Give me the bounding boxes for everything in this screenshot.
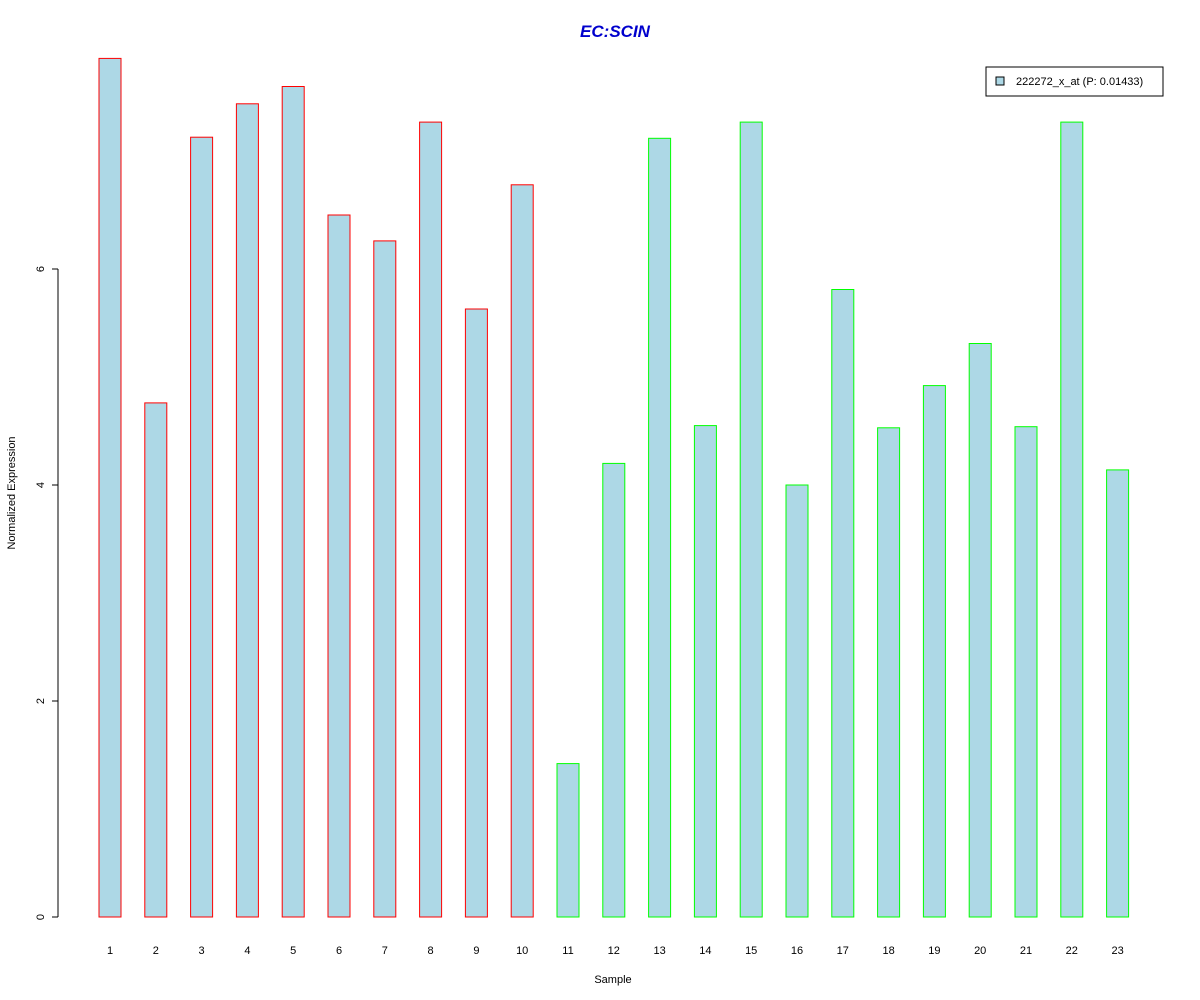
- y-tick-label: 4: [35, 482, 47, 488]
- x-tick-label: 2: [153, 945, 159, 957]
- x-tick-label: 3: [199, 945, 205, 957]
- x-tick-label: 1: [107, 945, 113, 957]
- bar-sample-18: [877, 427, 901, 918]
- x-tick-label: 7: [382, 945, 388, 957]
- bar-sample-23: [1106, 469, 1130, 918]
- x-tick-label: 6: [336, 945, 342, 957]
- bar-sample-22: [1060, 121, 1084, 918]
- x-tick-label: 18: [882, 945, 894, 957]
- bar-sample-16: [785, 484, 809, 918]
- x-tick-label: 16: [791, 945, 803, 957]
- bar-sample-17: [831, 289, 855, 918]
- x-tick-label: 19: [928, 945, 940, 957]
- bar-sample-8: [419, 121, 443, 918]
- legend-swatch: [995, 76, 1005, 86]
- bar-sample-2: [144, 402, 168, 918]
- bar-sample-19: [922, 385, 946, 918]
- x-tick-labels: 1 2 3 4 5 6 7 8 9 10 11 12 13 14 15 16 17 18 19 20 21 22 23: [107, 945, 1124, 957]
- bars-group: [98, 57, 1130, 918]
- bar-sample-9: [464, 308, 488, 918]
- y-tick-label: 0: [35, 914, 47, 920]
- legend-label: 222272_x_at (P: 0.01433): [1016, 76, 1143, 88]
- x-tick-label: 12: [608, 945, 620, 957]
- bar-sample-6: [327, 214, 351, 918]
- x-axis-label: Sample: [594, 974, 631, 986]
- bar-sample-7: [373, 240, 397, 918]
- x-tick-label: 4: [244, 945, 250, 957]
- y-axis: 0 2 4 6: [35, 266, 59, 920]
- x-tick-label: 9: [473, 945, 479, 957]
- bar-sample-13: [648, 137, 672, 918]
- bar-sample-10: [510, 184, 534, 918]
- bar-sample-1: [98, 57, 122, 918]
- x-tick-label: 11: [562, 945, 573, 957]
- bar-sample-5: [281, 86, 305, 918]
- x-tick-label: 22: [1066, 945, 1078, 957]
- x-tick-label: 15: [745, 945, 757, 957]
- y-axis-label: Normalized Expression: [6, 436, 18, 549]
- bar-sample-3: [190, 136, 214, 918]
- x-tick-label: 10: [516, 945, 528, 957]
- bar-sample-15: [739, 121, 763, 918]
- x-tick-label: 23: [1111, 945, 1123, 957]
- bar-sample-11: [556, 763, 580, 918]
- x-tick-label: 8: [428, 945, 434, 957]
- x-tick-label: 14: [699, 945, 711, 957]
- bar-sample-20: [968, 343, 992, 918]
- x-tick-label: 20: [974, 945, 986, 957]
- y-tick-label: 6: [35, 266, 47, 272]
- bar-sample-14: [693, 425, 717, 918]
- legend: 222272_x_at (P: 0.01433): [985, 66, 1164, 97]
- x-tick-label: 13: [653, 945, 665, 957]
- y-tick-label: 2: [35, 698, 47, 704]
- x-tick-label: 21: [1020, 945, 1032, 957]
- chart-title: EC:SCIN: [580, 22, 651, 41]
- legend-box: [985, 66, 1164, 97]
- bar-sample-21: [1014, 426, 1038, 918]
- x-tick-label: 17: [837, 945, 849, 957]
- bar-sample-12: [602, 462, 626, 918]
- x-tick-label: 5: [290, 945, 296, 957]
- bar-sample-4: [235, 103, 259, 918]
